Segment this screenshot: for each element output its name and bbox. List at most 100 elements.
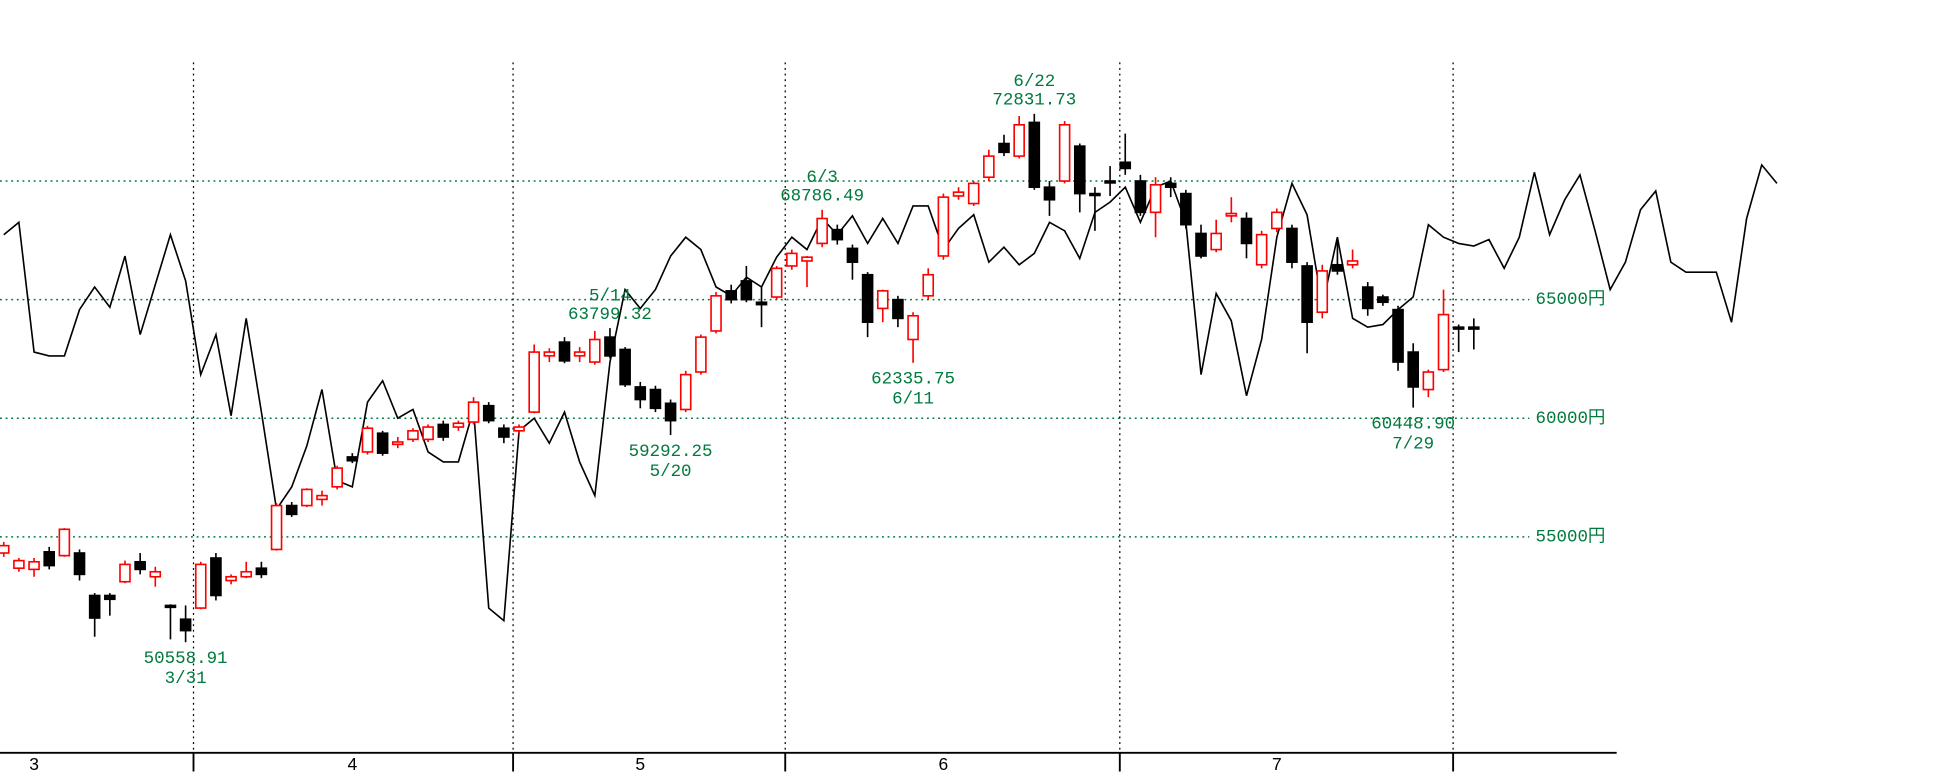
- candle-body: [513, 426, 525, 432]
- annotation-value: 60448.90: [1371, 414, 1455, 434]
- candle-body: [437, 423, 450, 438]
- candle-body: [361, 427, 374, 453]
- candle-body: [134, 560, 146, 571]
- candle-body: [922, 273, 935, 297]
- candle-body: [1043, 186, 1056, 201]
- candle-body: [907, 314, 919, 341]
- candle-body: [1134, 180, 1147, 214]
- candle-body: [28, 560, 40, 571]
- annotation-date: 6/22: [1013, 72, 1055, 92]
- overlay-line: [3, 163, 1778, 623]
- annotation-date: 6/11: [892, 390, 934, 410]
- annotation-date: 7/29: [1392, 434, 1434, 454]
- candle-body: [119, 563, 131, 583]
- candle-body: [498, 427, 510, 438]
- candle-body: [710, 295, 722, 332]
- candle-body: [528, 351, 540, 413]
- candle-body: [1286, 227, 1298, 263]
- y-tick-label: 55000円: [1536, 527, 1606, 547]
- candle-body: [210, 557, 222, 597]
- candle-body: [43, 551, 56, 567]
- x-tick-label: 3: [29, 754, 39, 774]
- candle-body: [1195, 232, 1207, 257]
- candle-body: [482, 404, 495, 422]
- candle-body: [1028, 121, 1041, 188]
- candle-body: [952, 191, 965, 197]
- annotation-date: 5/14: [589, 286, 631, 306]
- candle-body: [695, 336, 707, 373]
- candle-body: [301, 488, 313, 507]
- candle-body: [664, 402, 677, 422]
- candle-body: [846, 247, 859, 263]
- candle-body: [573, 351, 586, 357]
- annotation-value: 62335.75: [871, 370, 955, 390]
- candle-body: [831, 228, 844, 241]
- candle-body: [740, 280, 753, 301]
- candle-body: [1089, 192, 1101, 197]
- annotation-value: 50558.91: [144, 649, 228, 669]
- candle-body: [73, 552, 86, 576]
- candle-body: [179, 618, 192, 632]
- candle-body: [1240, 217, 1253, 245]
- annotation-value: 68786.49: [780, 187, 864, 207]
- x-tick-label: 5: [635, 754, 645, 774]
- candle-body: [240, 570, 253, 578]
- candle-body: [225, 575, 237, 582]
- candle-body: [589, 338, 601, 363]
- x-tick-label: 7: [1272, 754, 1282, 774]
- candle-body: [285, 504, 298, 516]
- candle-body: [452, 422, 465, 428]
- candle-body: [892, 298, 904, 320]
- candle-body: [0, 544, 10, 554]
- annotation-value: 59292.25: [629, 442, 713, 462]
- candle-body: [543, 351, 556, 357]
- candle-body: [1058, 123, 1071, 182]
- candle-body: [376, 432, 389, 454]
- candle-body: [331, 467, 343, 488]
- annotation-date: 5/20: [650, 462, 692, 482]
- candle-body: [255, 567, 268, 576]
- candle-body: [725, 290, 738, 301]
- candle-body: [407, 430, 419, 441]
- candle-body: [1104, 180, 1116, 184]
- candle-body: [164, 604, 177, 609]
- candle-body: [270, 504, 283, 551]
- candle-body: [634, 386, 647, 401]
- candle-body: [558, 341, 571, 362]
- candle-body: [1331, 263, 1344, 272]
- candle-body: [467, 401, 480, 423]
- candle-body: [604, 336, 616, 357]
- candle-body: [937, 196, 950, 257]
- candle-body: [1270, 211, 1283, 230]
- candle-body: [1468, 326, 1480, 330]
- candle-body: [1407, 351, 1420, 388]
- candle-body: [801, 256, 813, 262]
- candle-body: [1437, 313, 1450, 371]
- candle-body: [316, 494, 328, 501]
- candle-body: [1073, 145, 1086, 195]
- candle-body: [1225, 212, 1238, 217]
- annotation-value: 72831.73: [992, 91, 1076, 111]
- candle-body: [1013, 123, 1025, 157]
- candle-body: [876, 290, 889, 310]
- candle-body: [679, 373, 692, 411]
- candle-body: [998, 142, 1010, 154]
- annotation-date: 3/31: [165, 669, 207, 689]
- annotation-date: 6/3: [806, 168, 837, 188]
- candle-body: [967, 182, 980, 205]
- candle-body: [1210, 232, 1222, 251]
- candle-body: [755, 301, 768, 306]
- candle-body: [346, 456, 359, 462]
- candle-body: [861, 273, 874, 323]
- x-tick-label: 6: [939, 754, 949, 774]
- candle-body: [149, 570, 162, 578]
- candle-body: [816, 217, 828, 245]
- candle-body: [649, 388, 662, 410]
- y-tick-label: 65000円: [1536, 290, 1606, 310]
- annotation-value: 63799.32: [568, 305, 652, 325]
- candle-body: [1377, 296, 1389, 304]
- candle-body: [1346, 260, 1359, 266]
